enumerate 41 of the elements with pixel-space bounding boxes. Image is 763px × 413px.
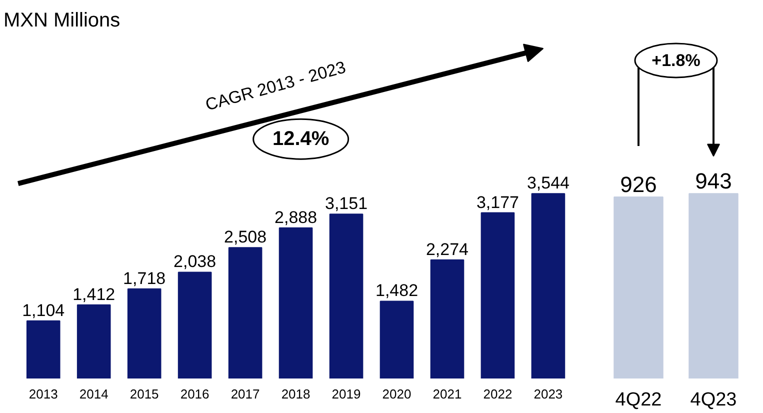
bar — [480, 212, 515, 378]
data-label: 943 — [695, 168, 732, 194]
bar — [278, 227, 313, 378]
bar — [531, 193, 566, 378]
data-label: 1,718 — [123, 268, 166, 288]
x-tick-label: 2013 — [28, 386, 58, 402]
text: +1.8% — [652, 50, 700, 70]
data-label: 2,274 — [426, 240, 469, 259]
bar — [178, 272, 212, 378]
x-tick-label: 2021 — [432, 386, 462, 402]
x-tick-label: 2017 — [230, 386, 260, 402]
bar — [228, 247, 262, 378]
x-tick-label: 2016 — [180, 386, 210, 402]
x-tick-label: 2014 — [79, 386, 108, 402]
x-tick-label: 2023 — [534, 386, 563, 402]
data-label: 1,104 — [22, 300, 65, 320]
x-tick-label: 4Q23 — [690, 390, 737, 410]
data-label: 3,177 — [476, 192, 519, 212]
bar — [127, 288, 162, 378]
x-tick-label: 2020 — [382, 386, 412, 402]
data-label: 3,544 — [526, 174, 570, 193]
data-label: 1,482 — [375, 281, 418, 300]
text: CAGR 2013 - 2023 — [203, 58, 348, 115]
bar — [329, 214, 364, 378]
bar — [26, 320, 60, 378]
text: 12.4% — [272, 128, 330, 150]
x-tick-label: 2015 — [130, 386, 159, 402]
bar — [380, 300, 414, 378]
x-tick-label: 2019 — [332, 386, 361, 402]
data-label: 926 — [620, 172, 657, 197]
x-tick-label: 2022 — [483, 386, 512, 402]
data-label: 1,412 — [72, 284, 116, 304]
data-label: 2,508 — [224, 228, 267, 247]
chart-title: MXN Millions — [4, 10, 120, 32]
x-tick-label: 2018 — [281, 386, 310, 402]
data-label: 2,038 — [174, 252, 216, 272]
bar — [76, 304, 111, 378]
bar — [430, 259, 464, 378]
x-tick-label: 4Q22 — [615, 390, 662, 410]
data-label: 3,151 — [325, 194, 368, 214]
data-label: 2,888 — [274, 208, 318, 227]
